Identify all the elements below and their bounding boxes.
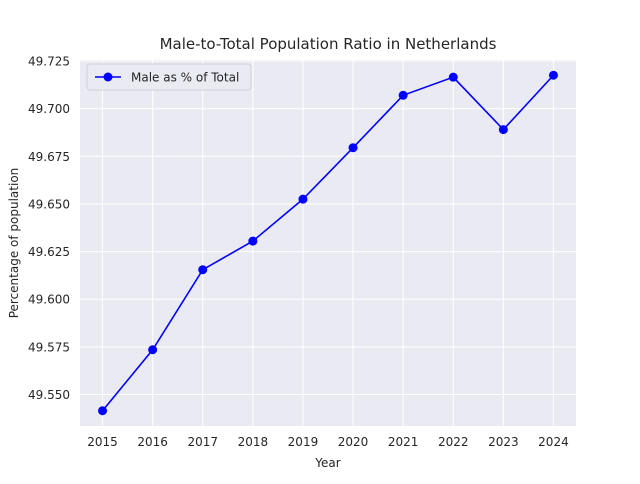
y-axis-label: Percentage of population [7,168,21,319]
data-point [298,194,308,204]
y-tick-label: 49.575 [28,340,70,354]
x-tick-label: 2015 [87,435,118,449]
legend: Male as % of Total [86,63,252,91]
y-tick-label: 49.600 [28,293,70,307]
data-point [98,406,108,416]
y-gridlines [80,60,576,396]
x-tick-label: 2016 [137,435,168,449]
data-point [548,70,558,80]
x-tick-label: 2024 [538,435,569,449]
y-tick-label: 49.700 [28,102,70,116]
data-point [448,72,458,82]
x-tick-label: 2019 [288,435,319,449]
data-point [348,143,358,153]
y-tick-label: 49.725 [28,54,70,68]
x-tick-label: 2020 [338,435,369,449]
legend-marker-swatch [103,72,113,82]
y-tick-label: 49.625 [28,245,70,259]
y-tick-label: 49.650 [28,197,70,211]
legend-label: Male as % of Total [131,71,239,85]
y-tick-labels: 49.550 49.575 49.600 49.625 49.650 49.675 49.7… [28,54,70,402]
y-tick-label: 49.675 [28,150,70,164]
x-tick-label: 2021 [388,435,419,449]
x-tick-label: 2018 [238,435,269,449]
x-tick-label: 2022 [438,435,469,449]
legend-box [86,63,252,91]
data-point [398,90,408,100]
chart-title: Male-to-Total Population Ratio in Nether… [160,35,497,53]
data-point [498,125,508,135]
series-layer [98,70,558,416]
data-point [198,265,208,275]
x-tick-labels: 2015 2016 2017 2018 2019 2020 2021 2022 2023 2024 [87,435,568,449]
x-gridlines [102,60,554,426]
x-tick-label: 2023 [488,435,519,449]
plot-area [80,60,576,426]
data-point [148,345,158,355]
y-tick-label: 49.550 [28,388,70,402]
series-line [101,74,555,412]
data-point [248,236,258,246]
x-tick-label: 2017 [187,435,218,449]
x-axis-label: Year [314,456,340,470]
